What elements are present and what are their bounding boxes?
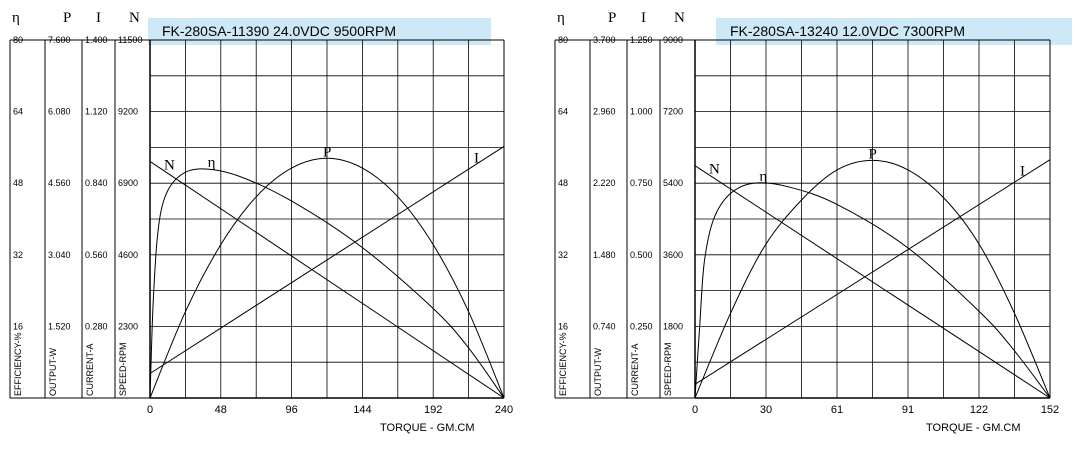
scale-tick-speed: 9000 [663, 35, 683, 45]
column-label: EFFICIENCY-% [13, 332, 23, 396]
column-label: OUTPUT-W [48, 348, 58, 396]
scale-tick-current: 1.000 [630, 107, 653, 117]
x-axis-label: TORQUE - GM.CM [380, 422, 475, 434]
chart-title: FK-280SA-13240 12.0VDC 7300RPM [730, 23, 965, 39]
scale-tick-output: 1.480 [593, 250, 616, 260]
axis-symbol: I [641, 10, 646, 26]
scale-tick-current: 0.750 [630, 178, 653, 188]
scale-tick-current: 1.250 [630, 35, 653, 45]
scale-tick-output: 1.520 [48, 321, 71, 331]
scale-tick-current: 0.560 [85, 250, 108, 260]
scale-tick-current: 0.500 [630, 250, 653, 260]
series-label-speed: N [164, 157, 175, 173]
x-tick-label: 240 [495, 404, 513, 416]
scale-tick-current: 1.120 [85, 107, 108, 117]
x-tick-label: 61 [831, 404, 843, 416]
scale-tick-speed: 5400 [663, 178, 683, 188]
x-tick-label: 122 [970, 404, 988, 416]
column-label: CURRENT-A [85, 343, 95, 396]
x-tick-label: 0 [147, 404, 153, 416]
series-label-current: I [1020, 164, 1025, 180]
series-line-efficiency [149, 168, 505, 399]
column-label: SPEED-RPM [118, 342, 128, 396]
scale-tick-current: 1.400 [85, 35, 108, 45]
series-label-output: P [869, 146, 877, 162]
series-label-speed: N [709, 162, 720, 178]
x-tick-label: 30 [760, 404, 772, 416]
scale-tick-speed: 3600 [663, 250, 683, 260]
axis-symbol: η [12, 10, 20, 26]
series-label-efficiency: η [208, 155, 216, 171]
scale-tick-efficiency: 32 [13, 250, 23, 260]
scale-tick-speed: 2300 [118, 321, 138, 331]
scale-tick-output: 6.080 [48, 107, 71, 117]
scale-tick-output: 2.960 [593, 107, 616, 117]
series-line-efficiency [694, 182, 1051, 399]
x-tick-label: 96 [285, 404, 297, 416]
scale-tick-output: 7.600 [48, 35, 71, 45]
scale-tick-current: 0.840 [85, 178, 108, 188]
series-label-current: I [474, 150, 479, 166]
series-line-current [694, 159, 1051, 385]
column-label: OUTPUT-W [593, 348, 603, 396]
series-line-speed [694, 165, 1051, 399]
series-line-output [694, 159, 1051, 399]
chart-title: FK-280SA-11390 24.0VDC 9500RPM [162, 23, 396, 39]
axis-symbol: η [557, 10, 565, 26]
scale-tick-efficiency: 80 [558, 35, 568, 45]
x-tick-label: 152 [1041, 404, 1059, 416]
series-line-speed [149, 160, 505, 399]
scale-tick-speed: 11500 [118, 35, 142, 45]
scale-tick-efficiency: 80 [13, 35, 23, 45]
scale-tick-output: 3.700 [593, 35, 616, 45]
scale-tick-efficiency: 32 [558, 250, 568, 260]
scale-tick-speed: 9200 [118, 107, 138, 117]
chart-left: FK-280SA-11390 24.0VDC 9500RPM η P I N 80 64 48… [9, 10, 513, 434]
scale-tick-current: 0.250 [630, 321, 653, 331]
scale-tick-efficiency: 16 [13, 321, 23, 331]
scale-tick-efficiency: 48 [13, 178, 23, 188]
column-label: EFFICIENCY-% [558, 332, 568, 396]
scale-tick-output: 3.040 [48, 250, 71, 260]
scale-tick-output: 2.220 [593, 178, 616, 188]
scale-tick-output: 0.740 [593, 321, 616, 331]
scale-tick-current: 0.280 [85, 321, 108, 331]
series-label-efficiency: η [759, 169, 767, 185]
x-tick-label: 144 [353, 404, 371, 416]
x-tick-label: 48 [215, 404, 227, 416]
axis-symbol: N [674, 10, 685, 26]
axis-symbol: P [63, 10, 71, 26]
x-axis-label: TORQUE - GM.CM [926, 422, 1021, 434]
scale-tick-efficiency: 64 [558, 107, 568, 117]
x-tick-label: 91 [902, 404, 914, 416]
column-label: CURRENT-A [630, 343, 640, 396]
axis-symbol: P [608, 10, 616, 26]
series-line-current [149, 145, 505, 374]
column-label: SPEED-RPM [663, 342, 673, 396]
series-line-output [149, 157, 505, 399]
x-tick-label: 0 [692, 404, 698, 416]
scale-tick-speed: 1800 [663, 321, 683, 331]
scale-tick-speed: 7200 [663, 107, 683, 117]
scale-tick-output: 4.560 [48, 178, 71, 188]
scale-tick-speed: 6900 [118, 178, 138, 188]
scale-tick-speed: 4600 [118, 250, 138, 260]
x-tick-label: 192 [424, 404, 442, 416]
scale-tick-efficiency: 48 [558, 178, 568, 188]
axis-symbol: N [129, 10, 140, 26]
scale-tick-efficiency: 64 [13, 107, 23, 117]
scale-tick-efficiency: 16 [558, 321, 568, 331]
axis-symbol: I [96, 10, 101, 26]
chart-right: FK-280SA-13240 12.0VDC 7300RPM η P I N 80 64 48… [554, 10, 1072, 434]
series-label-output: P [323, 144, 331, 160]
